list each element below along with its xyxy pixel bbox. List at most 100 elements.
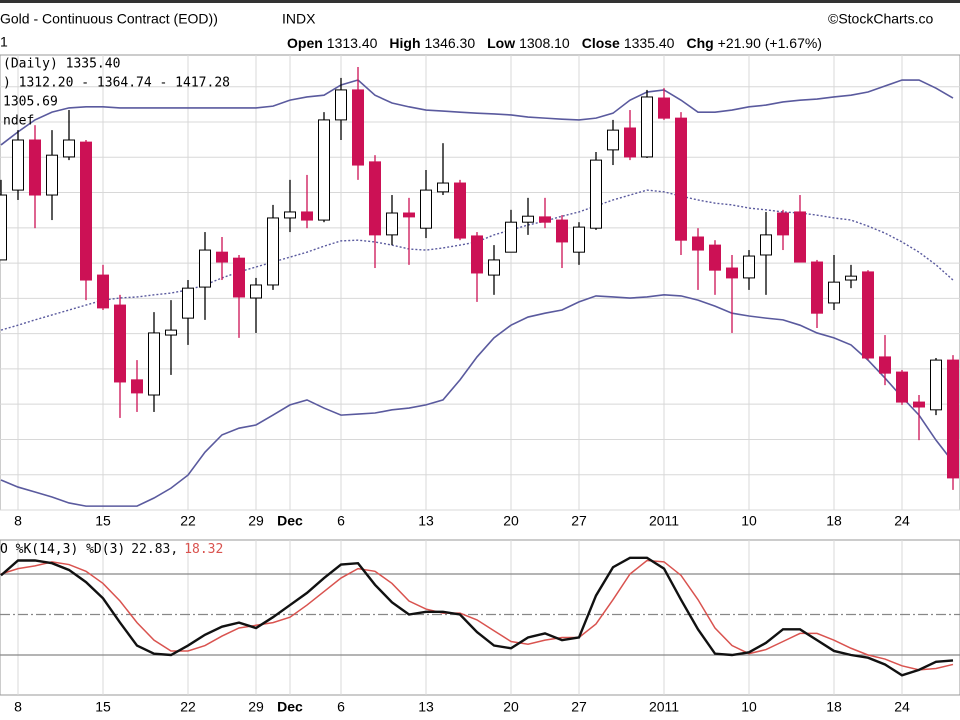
candle-body (556, 219, 568, 243)
stoch-line (0, 559, 954, 671)
candle-body (947, 359, 959, 479)
candle-body (879, 356, 891, 374)
candle-body (845, 275, 857, 281)
candle-body (930, 359, 942, 411)
candle-body (811, 261, 823, 314)
candle-body (896, 371, 908, 403)
quote-label: High (389, 35, 420, 51)
source: ©StockCharts.co (828, 11, 933, 27)
quote-value: 1313.40 (327, 35, 378, 51)
candle-body (131, 379, 143, 394)
x-tick-label: 2011 (649, 699, 679, 715)
candle-body (862, 271, 874, 359)
candle-body (216, 251, 228, 263)
stoch-title: O %K(14,3) %D(3) (0, 542, 125, 557)
candle-body (0, 194, 7, 261)
stoch-value: 22.83, (131, 542, 178, 557)
x-tick-label: 29 (248, 699, 264, 715)
candle-body (505, 221, 517, 253)
candle-body (743, 255, 755, 279)
candle-body (335, 89, 347, 121)
x-tick-label: 6 (337, 513, 345, 529)
x-tick-label: 6 (337, 699, 345, 715)
stoch-panel (0, 539, 960, 696)
quote: Open 1313.40 High 1346.30 Low 1308.10 Close 133… (287, 35, 822, 51)
candle-body (420, 189, 432, 229)
quote-label: Low (487, 35, 515, 51)
x-tick-label: 2011 (649, 513, 679, 529)
candle-body (352, 89, 364, 166)
bollinger-upper (0, 79, 954, 146)
candle-body (913, 401, 925, 408)
candle-body (777, 212, 789, 236)
x-tick-label: 8 (14, 699, 22, 715)
x-tick-label: 13 (418, 699, 434, 715)
candle-body (522, 215, 534, 223)
candle-body (46, 154, 58, 196)
candle-body (573, 226, 585, 253)
x-tick-label: 20 (503, 513, 519, 529)
candle-body (454, 182, 466, 239)
quote-value: 1308.10 (519, 35, 570, 51)
quote-value: 1346.30 (425, 35, 476, 51)
candle-body (165, 329, 177, 336)
quote-label: Chg (686, 35, 713, 51)
candle-body (114, 304, 126, 383)
x-tick-label: 29 (248, 513, 264, 529)
candle-body (488, 259, 500, 276)
x-tick-label: 24 (894, 699, 910, 715)
candle-body (148, 332, 160, 396)
price-panel (0, 54, 960, 511)
candle-body (709, 244, 721, 271)
candle-body (624, 127, 636, 158)
bollinger-lower (0, 294, 954, 507)
x-tick-label: 22 (180, 699, 196, 715)
top-border (0, 0, 960, 3)
legend-entry: ndef (3, 114, 34, 129)
candle-body (182, 287, 194, 319)
x-tick-label: 18 (826, 513, 842, 529)
candle-body (284, 211, 296, 219)
x-tick-label: 24 (894, 513, 910, 529)
x-tick-label: 22 (180, 513, 196, 529)
candle-body (760, 234, 772, 256)
candle-body (471, 235, 483, 274)
chart-title: Gold - Continuous Contract (EOD)) (0, 11, 218, 27)
candle-body (29, 139, 41, 196)
candle-body (267, 217, 279, 286)
candle-body (12, 139, 24, 191)
x-tick-label: 15 (95, 513, 111, 529)
candle-body (437, 182, 449, 193)
legend-entry: 1305.69 (3, 95, 58, 110)
candle-body (369, 161, 381, 236)
stoch-legend: O %K(14,3) %D(3) 22.83, 18.32 (0, 542, 223, 557)
candle-body (590, 159, 602, 229)
x-tick-label: 10 (741, 699, 757, 715)
candle-body (97, 274, 109, 309)
x-tick-label: 10 (741, 513, 757, 529)
x-tick-label: 27 (571, 699, 587, 715)
candle-body (607, 129, 619, 151)
legend-entry: (Daily) 1335.40 (3, 57, 120, 72)
quote-label: Close (582, 35, 620, 51)
candle-body (675, 117, 687, 241)
quote-value: 1335.40 (624, 35, 675, 51)
x-tick-label: Dec (277, 699, 303, 715)
x-tick-label: 15 (95, 699, 111, 715)
quote-value: +21.90 (+1.67%) (718, 35, 822, 51)
candle-body (250, 284, 262, 299)
x-tick-label: 20 (503, 699, 519, 715)
candle-body (658, 97, 670, 119)
candle-body (80, 141, 92, 281)
candle-body (199, 249, 211, 288)
x-tick-label: 18 (826, 699, 842, 715)
candle-body (828, 281, 840, 304)
candle-body (233, 257, 245, 298)
candle-body (539, 216, 551, 223)
quote-label: Open (287, 35, 323, 51)
x-tick-label: 8 (14, 513, 22, 529)
candle-body (301, 211, 313, 221)
x-tick-label: 13 (418, 513, 434, 529)
